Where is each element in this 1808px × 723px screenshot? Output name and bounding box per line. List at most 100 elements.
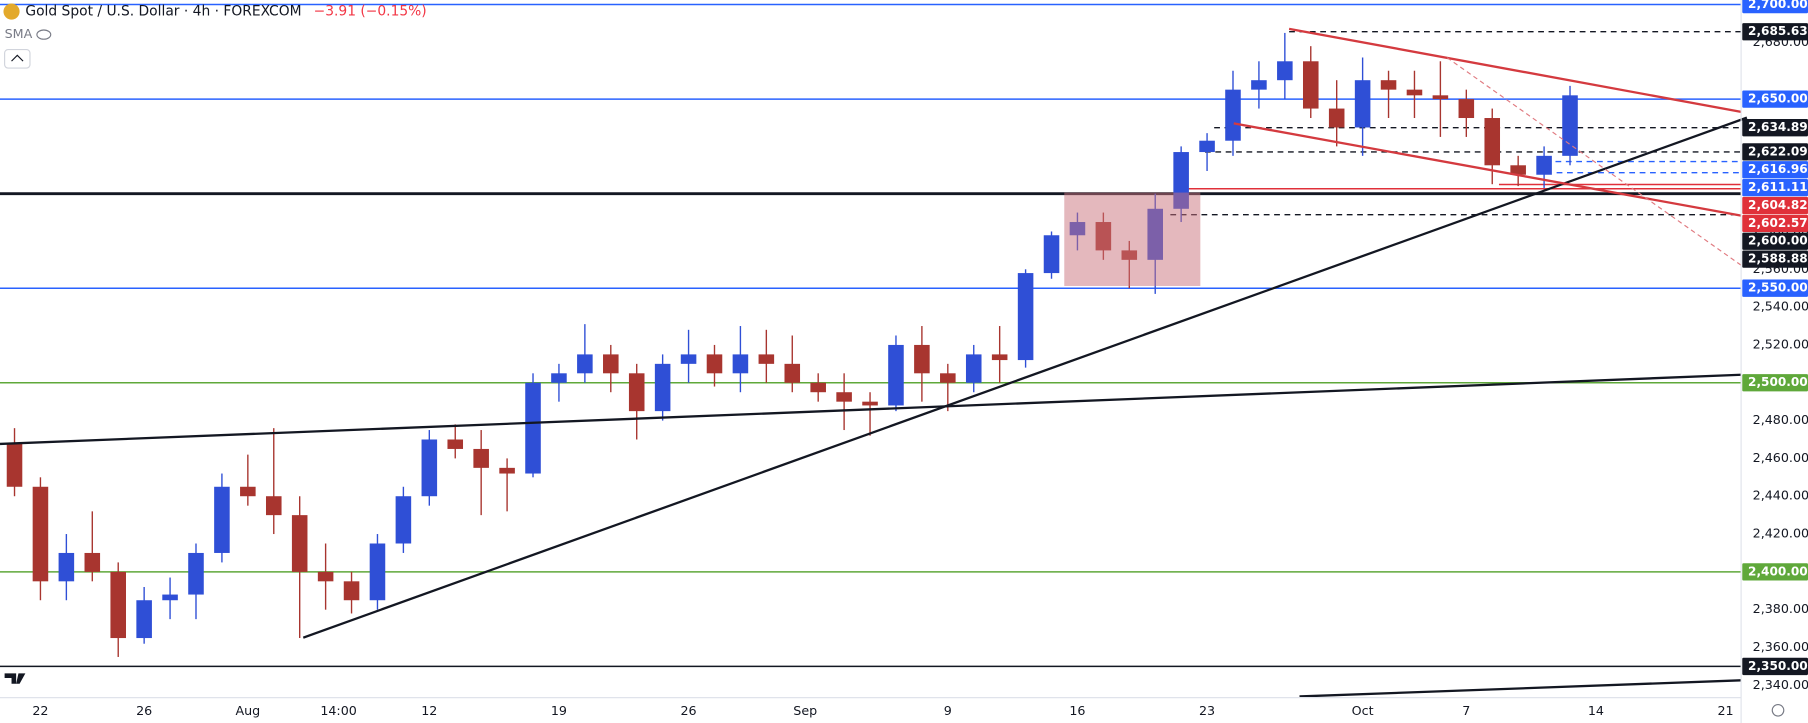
price-label: 2,500.00 <box>1748 375 1808 389</box>
candle-body <box>369 543 386 601</box>
candle-body <box>1277 61 1293 81</box>
candle-body <box>291 515 308 572</box>
candle-body <box>343 581 360 601</box>
x-tick-label: 21 <box>1718 703 1734 718</box>
candle-body <box>732 354 749 374</box>
candle-body <box>577 354 593 374</box>
candle-body <box>1380 80 1397 90</box>
candle-body <box>914 344 930 374</box>
channel-line <box>1288 27 1742 113</box>
collapse-icon <box>11 54 24 62</box>
y-tick-label: 2,380.00 <box>1753 601 1808 616</box>
price-label: 2,650.00 <box>1748 92 1808 106</box>
x-tick-label: 14:00 <box>320 703 357 718</box>
candle-body <box>628 373 645 412</box>
channel-dashed <box>1446 57 1742 266</box>
candle-body <box>758 354 775 364</box>
price-label: 2,604.82 <box>1748 198 1808 212</box>
candle-body <box>162 594 178 601</box>
candle-body <box>265 496 282 516</box>
candle-body <box>214 486 230 553</box>
candle-body <box>6 443 23 487</box>
candle-body <box>991 354 1008 361</box>
candle-body <box>1562 95 1578 156</box>
candle-body <box>836 392 852 402</box>
indicator-name: SMA <box>5 26 33 41</box>
x-tick-label: 26 <box>136 703 152 718</box>
y-tick-label: 2,520.00 <box>1753 336 1808 351</box>
candle-body <box>810 382 826 393</box>
candle-body <box>1043 235 1060 274</box>
price-label-bg <box>1742 178 1808 197</box>
eye-icon[interactable] <box>36 29 52 40</box>
price-label: 2,700.00 <box>1748 0 1808 11</box>
y-tick-label: 2,440.00 <box>1753 488 1808 503</box>
settings-icon[interactable] <box>1771 703 1785 717</box>
zone-box <box>1064 192 1201 286</box>
price-label: 2,622.09 <box>1748 144 1808 158</box>
candle-body <box>1432 95 1449 100</box>
x-tick-label: Aug <box>235 703 260 718</box>
candle-body <box>680 354 697 364</box>
collapse-button[interactable] <box>4 49 31 69</box>
x-tick-label: 14 <box>1588 703 1604 718</box>
y-tick-label: 2,460.00 <box>1753 450 1808 465</box>
candle-body <box>1406 89 1423 96</box>
tv-logo <box>4 673 26 684</box>
candles <box>6 32 1578 657</box>
trendline <box>1299 679 1742 698</box>
x-tick-label: 12 <box>421 703 437 718</box>
candle-body <box>940 373 956 383</box>
drawings <box>0 27 1748 698</box>
header: Gold Spot / U.S. Dollar · 4h · FOREXCOM … <box>3 3 427 69</box>
candle-body <box>421 439 438 497</box>
price-label-bg <box>1742 232 1808 250</box>
price-label-bg <box>1742 214 1808 233</box>
price-label-bg <box>1742 90 1808 108</box>
price-label-bg <box>1742 374 1808 392</box>
x-tick-label: 23 <box>1199 703 1215 718</box>
x-tick-label: 22 <box>32 703 48 718</box>
price-label: 2,616.96 <box>1748 162 1808 176</box>
price-label: 2,602.57 <box>1748 216 1808 230</box>
x-tick-label: 16 <box>1069 703 1085 718</box>
candle-body <box>32 486 49 582</box>
candle-body <box>654 363 671 412</box>
candle-body <box>1536 155 1552 175</box>
candle-body <box>447 439 464 449</box>
symbol-title: Gold Spot / U.S. Dollar · 4h · FOREXCOM <box>25 4 301 20</box>
y-tick-label: 2,420.00 <box>1753 526 1808 541</box>
symbol-icon <box>3 3 20 20</box>
price-label: 2,634.89 <box>1748 120 1808 134</box>
candle-body <box>395 496 412 544</box>
x-tick-label: 19 <box>551 703 567 718</box>
price-label-bg <box>1742 143 1808 161</box>
candle-body <box>1484 118 1501 166</box>
candle-body <box>525 382 541 474</box>
candle-body <box>473 448 489 468</box>
price-label: 2,588.88 <box>1748 252 1808 266</box>
x-tick-label: 9 <box>944 703 952 718</box>
y-tick-label: 2,360.00 <box>1753 639 1808 654</box>
candle-body <box>1017 273 1034 361</box>
price-label-bg <box>1742 23 1808 41</box>
candle-body <box>188 552 204 595</box>
candle-body <box>1199 140 1215 153</box>
candle-body <box>1328 108 1345 128</box>
candle-body <box>1510 165 1526 175</box>
y-tick-label: 2,540.00 <box>1753 299 1808 314</box>
price-label: 2,611.11 <box>1748 180 1808 194</box>
price-label: 2,685.63 <box>1748 24 1808 38</box>
y-tick-label: 2,340.00 <box>1753 677 1808 692</box>
trendline <box>0 373 1742 446</box>
price-label-bg <box>1742 657 1808 676</box>
price-label-bg <box>1742 0 1808 14</box>
candle-body <box>1458 99 1475 119</box>
candle-body <box>862 401 878 406</box>
price-label-bg <box>1742 196 1808 215</box>
candle-body <box>551 373 567 383</box>
x-tick-label: Sep <box>793 703 817 718</box>
